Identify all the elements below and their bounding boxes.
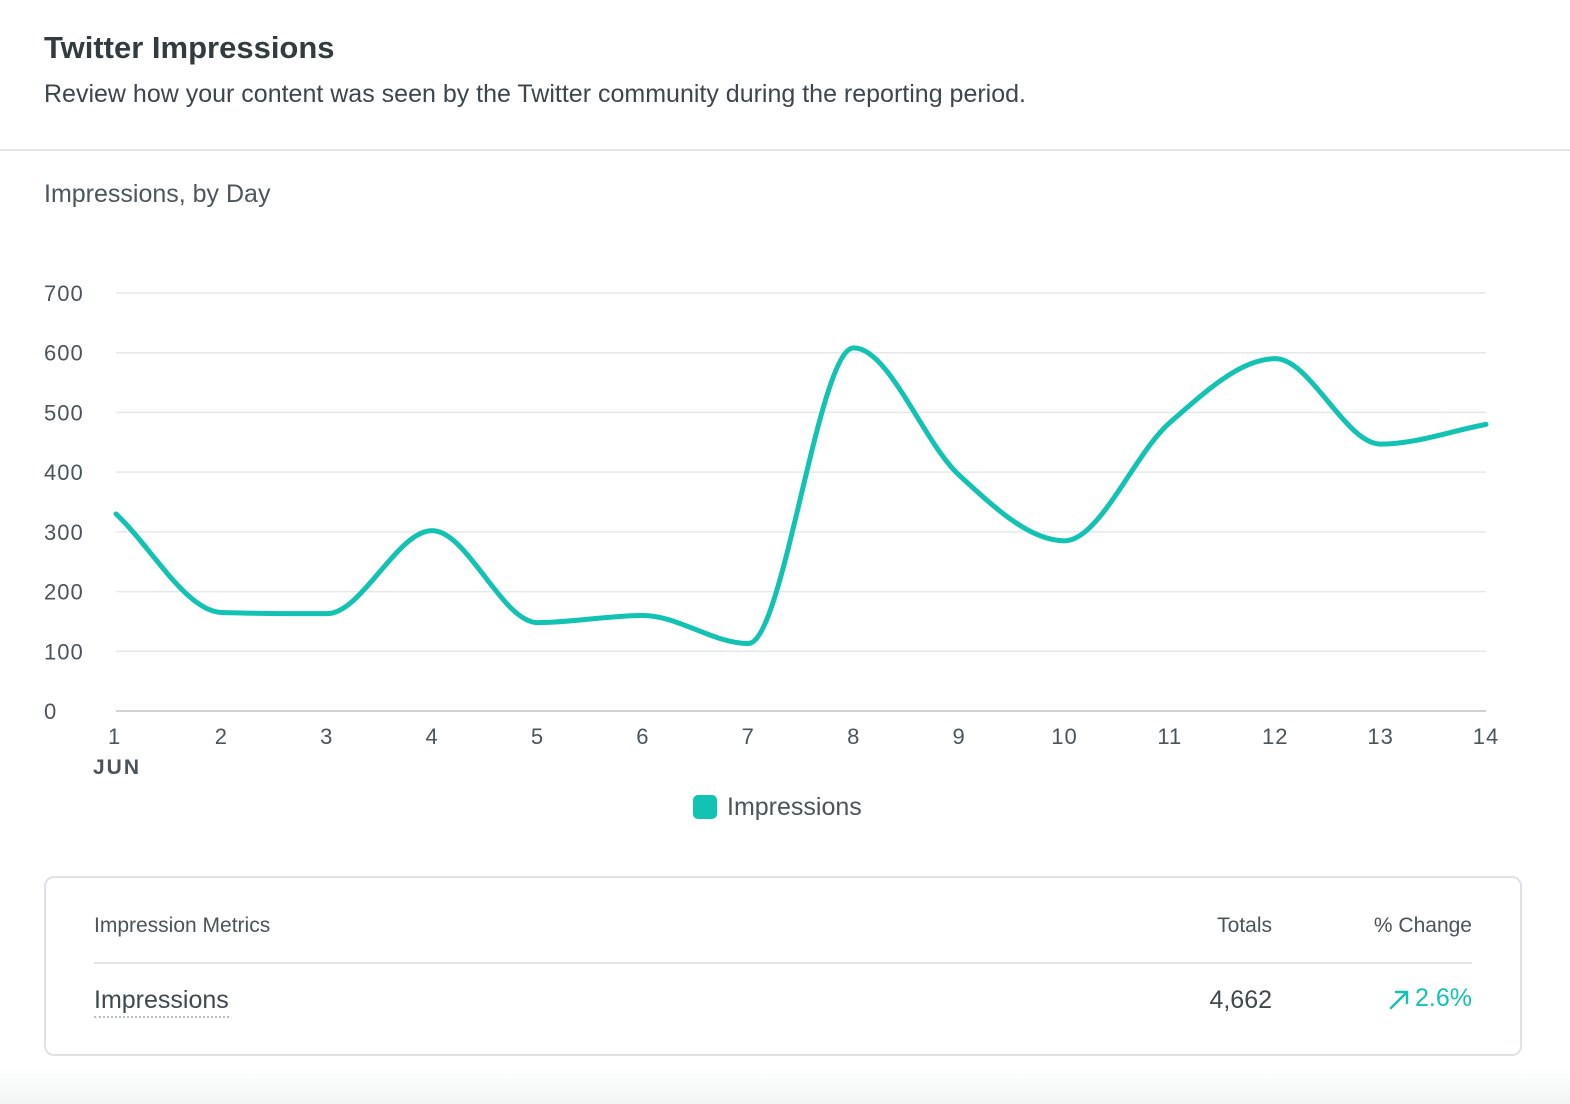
- metrics-table: Impression Metrics Totals % Change Impre…: [44, 876, 1522, 1056]
- metrics-column-header-change: % Change: [1373, 914, 1472, 937]
- legend-swatch-impressions: [693, 795, 717, 819]
- metric-total-impressions: 4,662: [1209, 986, 1272, 1014]
- page-subtitle: Review how your content was seen by the …: [44, 80, 1026, 108]
- x-tick-label: 4: [426, 724, 439, 749]
- x-axis-month-label: JUN: [93, 756, 141, 779]
- metric-change-impressions: 2.6%: [1387, 984, 1472, 1013]
- metrics-divider: [94, 962, 1472, 964]
- x-tick-label: 3: [320, 724, 333, 749]
- chart-title: Impressions, by Day: [44, 180, 271, 208]
- table-row: Impressions 4,662 2.6%: [94, 984, 1472, 1022]
- x-tick-label: 7: [742, 724, 755, 749]
- report-header: Twitter Impressions Review how your cont…: [0, 0, 1570, 151]
- x-tick-label: 11: [1157, 724, 1182, 749]
- x-tick-label: 12: [1262, 724, 1288, 749]
- x-tick-label: 13: [1367, 724, 1393, 749]
- x-tick-label: 1: [108, 724, 121, 749]
- y-tick-label: 200: [44, 580, 84, 605]
- x-tick-label: 6: [636, 724, 649, 749]
- grid-lines: [116, 292, 1486, 712]
- y-tick-label: 500: [44, 400, 84, 425]
- x-tick-label: 5: [531, 724, 544, 749]
- x-tick-label: 10: [1051, 724, 1077, 749]
- y-tick-label: 100: [44, 639, 84, 664]
- bottom-shade: [0, 1066, 1570, 1104]
- series-line-impressions: [113, 345, 1489, 647]
- metrics-column-header-label: Impression Metrics: [94, 914, 271, 937]
- y-tick-label: 400: [44, 460, 84, 485]
- x-axis-ticks: 1 2 3 4 5 6 7 8 9 10 11 12 13 14: [108, 724, 1499, 749]
- metrics-column-header-totals: Totals: [1217, 914, 1272, 937]
- x-tick-label: 8: [847, 724, 860, 749]
- y-tick-label: 700: [44, 281, 84, 306]
- y-tick-label: 600: [44, 341, 84, 366]
- chart-legend: Impressions: [693, 790, 862, 824]
- metric-name-impressions[interactable]: Impressions: [94, 986, 229, 1018]
- metric-change-value: 2.6%: [1415, 984, 1472, 1012]
- x-tick-label: 2: [215, 724, 228, 749]
- page-title: Twitter Impressions: [44, 30, 335, 65]
- x-tick-label: 14: [1473, 724, 1499, 749]
- y-tick-label: 300: [44, 520, 84, 545]
- y-axis-ticks: 0 100 200 300 400 500 600 700: [44, 281, 84, 724]
- arrow-up-right-icon: [1389, 990, 1409, 1009]
- x-tick-label: 9: [952, 724, 965, 749]
- legend-label-impressions: Impressions: [727, 792, 862, 821]
- y-tick-label: 0: [44, 699, 57, 724]
- metrics-header-row: Impression Metrics Totals % Change: [94, 914, 1472, 944]
- series-lines: [113, 345, 1489, 647]
